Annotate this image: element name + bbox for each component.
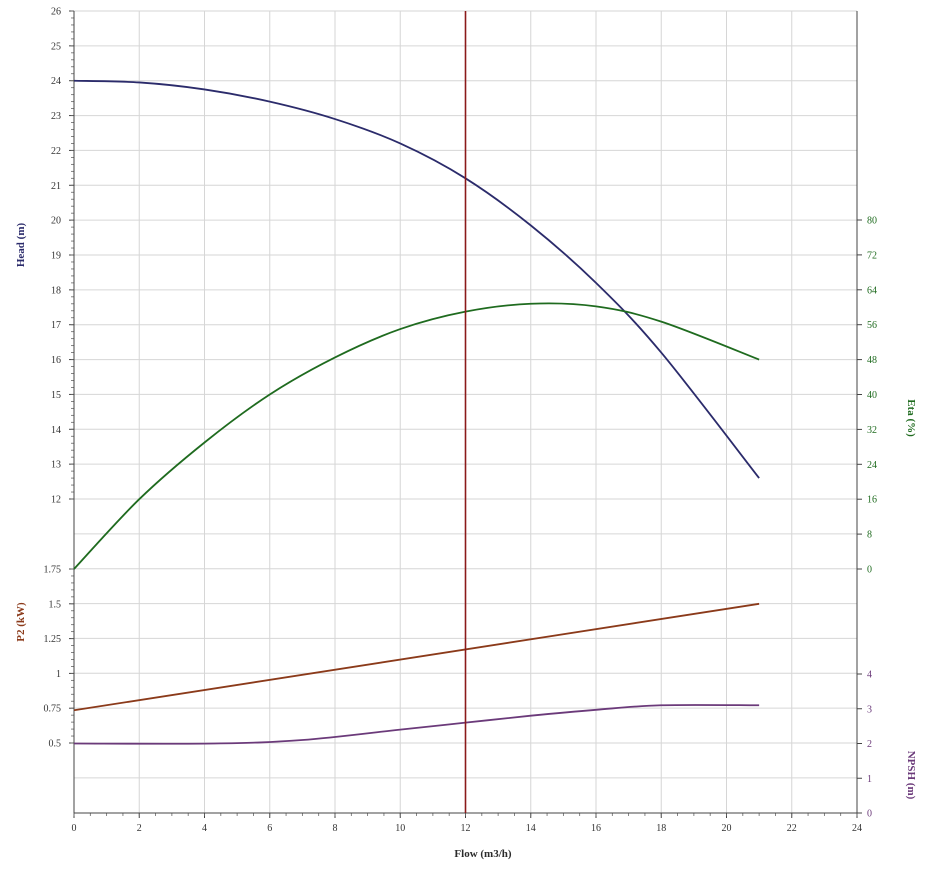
eta-axis-title: Eta (%) xyxy=(905,399,917,437)
head-tick-label: 23 xyxy=(51,111,61,122)
x-tick-label: 4 xyxy=(202,823,207,834)
x-tick-label: 12 xyxy=(461,823,471,834)
x-tick-label: 2 xyxy=(137,823,142,834)
x-tick-label: 14 xyxy=(526,823,536,834)
head-tick-label: 24 xyxy=(51,76,61,87)
head-tick-label: 25 xyxy=(51,41,61,52)
eta-tick-label: 32 xyxy=(867,425,877,436)
head-tick-label: 14 xyxy=(51,425,61,436)
eta-tick-label: 64 xyxy=(867,285,877,296)
npsh-tick-label: 3 xyxy=(867,704,872,715)
npsh-tick-label: 2 xyxy=(867,739,872,750)
npsh-curve xyxy=(73,704,760,745)
head-tick-label: 15 xyxy=(51,390,61,401)
eta-curve xyxy=(73,302,760,570)
tick-labels: 0 2 4 6 8 10 12 14 16 18 20 22 241213141516171819202… xyxy=(44,7,878,835)
npsh-axis-title: NPSH (m) xyxy=(905,751,917,800)
eta-tick-label: 24 xyxy=(867,460,877,471)
p2-tick-label: 1 xyxy=(56,669,61,680)
x-tick-label: 18 xyxy=(656,823,666,834)
npsh-tick-label: 4 xyxy=(867,670,872,681)
p2-tick-label: 0.5 xyxy=(49,739,62,750)
eta-tick-label: 8 xyxy=(867,530,872,541)
x-tick-label: 24 xyxy=(852,823,862,834)
x-tick-label: 16 xyxy=(591,823,601,834)
eta-tick-label: 56 xyxy=(867,320,877,331)
eta-tick-label: 16 xyxy=(867,495,877,506)
head-tick-label: 19 xyxy=(51,251,61,262)
head-tick-label: 20 xyxy=(51,216,61,227)
p2-tick-label: 1.5 xyxy=(49,599,62,610)
p2-curve xyxy=(73,602,760,712)
head-tick-label: 21 xyxy=(51,181,61,192)
eta-tick-label: 72 xyxy=(867,250,877,261)
x-tick-label: 22 xyxy=(787,823,797,834)
head-tick-label: 12 xyxy=(51,495,61,506)
eta-tick-label: 40 xyxy=(867,390,877,401)
npsh-tick-label: 0 xyxy=(867,809,872,820)
head-curve xyxy=(73,79,760,479)
x-tick-label: 10 xyxy=(395,823,405,834)
p2-tick-label: 1.25 xyxy=(44,634,62,645)
eta-tick-label: 0 xyxy=(867,565,872,576)
p2-axis-title: P2 (kW) xyxy=(15,602,27,642)
x-tick-label: 8 xyxy=(333,823,338,834)
x-axis-title: Flow (m3/h) xyxy=(454,848,511,860)
head-tick-label: 17 xyxy=(51,320,61,331)
head-axis-title: Head (m) xyxy=(15,223,27,268)
head-tick-label: 22 xyxy=(51,146,61,157)
x-tick-label: 0 xyxy=(72,823,77,834)
head-tick-label: 16 xyxy=(51,355,61,366)
x-tick-label: 6 xyxy=(267,823,272,834)
p2-tick-label: 1.75 xyxy=(44,565,62,576)
p2-tick-label: 0.75 xyxy=(44,704,62,715)
eta-tick-label: 80 xyxy=(867,216,877,227)
eta-tick-label: 48 xyxy=(867,355,877,366)
data-series xyxy=(73,11,760,813)
head-tick-label: 18 xyxy=(51,285,61,296)
head-tick-label: 13 xyxy=(51,460,61,471)
npsh-tick-label: 1 xyxy=(867,774,872,785)
head-tick-label: 26 xyxy=(51,7,61,18)
x-tick-label: 20 xyxy=(722,823,732,834)
